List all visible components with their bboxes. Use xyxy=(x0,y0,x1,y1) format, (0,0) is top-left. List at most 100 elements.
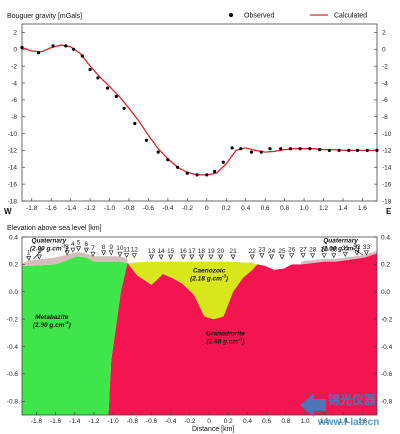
observed-point xyxy=(239,147,243,151)
gravity-x-tick-label: 0 xyxy=(205,205,209,212)
body-quaternary-right xyxy=(301,250,377,265)
west-label: W xyxy=(4,207,12,216)
elevation-y-tick-label: -0.2 xyxy=(7,316,19,323)
elevation-y-tick-label: 0.0 xyxy=(9,289,18,296)
gravity-y-tick-label-right: -6 xyxy=(382,97,388,104)
observed-point xyxy=(298,147,302,151)
gravity-panel: Bouguer gravity [mGals] Observed Calcula… xyxy=(4,13,392,217)
gravity-ticks: 2 2 0 0 -2 -2 -4 -4 -6 -6 -8 -8 -10 -10 -12 -12 -14 -14 -1… xyxy=(8,30,392,212)
gravity-y-tick-label-right: -4 xyxy=(382,80,388,87)
gravity-x-tick-label: 1.0 xyxy=(300,205,309,212)
station-marker xyxy=(269,254,274,260)
station-label: 17 xyxy=(188,248,196,255)
observed-point xyxy=(279,147,283,151)
station-marker xyxy=(70,247,76,253)
metabazite-name: Metabazite xyxy=(35,314,69,321)
station-marker xyxy=(180,254,186,260)
station-label: 19 xyxy=(207,248,215,255)
station-label: 26 xyxy=(288,247,296,254)
gravity-y-tick-label: -6 xyxy=(11,97,17,104)
station-marker xyxy=(76,246,82,252)
observed-point xyxy=(88,67,92,72)
observed-point xyxy=(71,47,76,51)
body-quaternary xyxy=(22,252,128,266)
station-label: 24 xyxy=(268,248,276,255)
station-label: 3 xyxy=(65,244,69,251)
observed-point xyxy=(268,147,272,151)
elevation-x-tick-label: 0.2 xyxy=(224,418,233,425)
elevation-x-tick-label: -1.0 xyxy=(108,418,120,425)
granodiorite-name: Granodiorite xyxy=(206,331,245,338)
station-marker xyxy=(279,254,285,260)
observed-point xyxy=(156,150,160,154)
quaternary-right-density: (2.00 g.cm-3) xyxy=(322,243,360,252)
station-marker xyxy=(131,253,137,259)
gravity-x-tick-label: -1.0 xyxy=(104,205,116,212)
gravity-y-tick-label-right: 2 xyxy=(382,30,386,37)
caenozoic-name: Caenozoic xyxy=(193,268,226,275)
station-marker xyxy=(168,254,174,260)
elevation-y-tick-label: 0.4 xyxy=(9,234,18,241)
station-marker xyxy=(310,253,316,259)
observed-point xyxy=(365,148,369,152)
observed-point xyxy=(327,148,331,152)
east-label: E xyxy=(386,207,392,216)
gravity-x-tick-label: -1.6 xyxy=(46,205,58,212)
station-marker xyxy=(259,253,265,259)
station-marker xyxy=(342,251,348,257)
station-label: 6 xyxy=(84,241,88,248)
elevation-axis-title: Elevation above sea level [km] xyxy=(7,225,102,232)
elevation-y-tick-label-right: -0.8 xyxy=(381,399,393,406)
observed-point xyxy=(337,148,341,152)
caenozoic-density: (2.18 g.cm-3) xyxy=(190,274,228,283)
observed-point xyxy=(144,138,149,142)
station-marker xyxy=(108,250,114,256)
station-label: 18 xyxy=(198,248,206,255)
legend-observed-label: Observed xyxy=(244,13,274,20)
distance-axis-label: Distance [km] xyxy=(192,426,234,433)
observed-point xyxy=(166,158,170,162)
station-label: 20 xyxy=(217,248,225,255)
elevation-x-tick-label: 1.6 xyxy=(358,418,367,425)
station-marker xyxy=(101,250,107,256)
elevation-y-tick-label-right: 0.0 xyxy=(381,289,390,296)
quaternary-left-density: (2.00 g.cm-3) xyxy=(30,243,68,252)
observed-point xyxy=(318,148,322,152)
body-metabazite xyxy=(22,256,128,415)
elevation-y-tick-label-right: -0.2 xyxy=(381,316,393,323)
elevation-y-tick-label-right: 0.2 xyxy=(381,262,390,269)
station-label: 33 xyxy=(363,244,371,251)
elevation-panel: Elevation above sea level [km] 0.4 0.4 0.2… xyxy=(7,225,393,433)
station-label: 28 xyxy=(309,247,317,254)
watermark-url: www.f-lab.cn xyxy=(317,417,379,428)
station-label: 7 xyxy=(91,245,95,252)
station-label: 21 xyxy=(229,248,237,255)
watermark: 锦光仪器 www.f-lab.cn xyxy=(300,392,379,428)
station-label: 29 xyxy=(321,247,329,254)
elevation-y-tick-label-right: 0.4 xyxy=(381,234,390,241)
station-marker xyxy=(218,254,224,260)
elevation-y-tick-label: 0.2 xyxy=(9,262,18,269)
gravity-x-tick-label: 0.8 xyxy=(280,205,289,212)
station-marker xyxy=(149,254,154,260)
station-label: 14 xyxy=(158,248,166,255)
observed-point xyxy=(96,76,100,80)
station-label: 13 xyxy=(148,248,156,255)
elevation-x-tick-label: -0.8 xyxy=(127,418,139,425)
station-label: 27 xyxy=(300,247,308,254)
gravity-x-tick-label: 1.6 xyxy=(358,205,367,212)
observed-point xyxy=(308,147,312,151)
observed-point xyxy=(355,148,360,152)
metabazite-density: (2.90 g.cm-3) xyxy=(33,320,71,329)
observed-point xyxy=(288,147,292,151)
gravity-y-tick-label-right: -8 xyxy=(382,114,388,121)
observed-point xyxy=(221,160,225,164)
elevation-ticks: 0.4 0.4 0.2 0.2 0.0 0.0 -0.2 -0.2 -0.4 -0.4 -0.6 -0… xyxy=(7,234,393,425)
watermark-cn: 锦光仪器 xyxy=(328,392,377,407)
station-label: 31 xyxy=(342,245,350,252)
station-marker xyxy=(36,254,42,260)
elevation-plot-frame xyxy=(21,236,378,416)
elevation-x-tick-label: 0.6 xyxy=(262,418,271,425)
elevation-x-tick-label: -0.6 xyxy=(146,418,158,425)
